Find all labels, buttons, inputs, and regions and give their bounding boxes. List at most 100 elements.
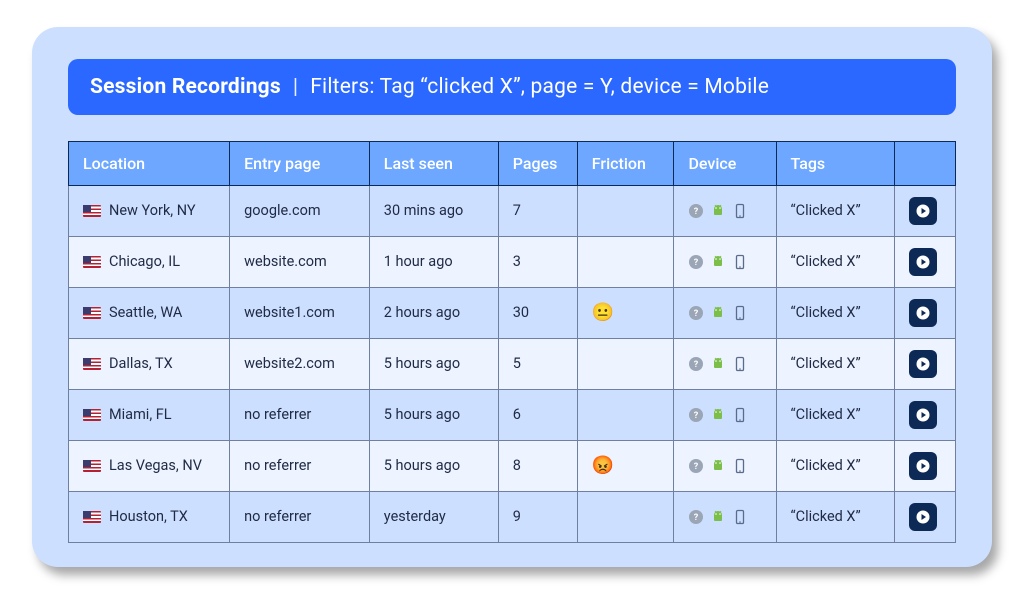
header-filters: Filters: Tag “clicked X”, page = Y, devi… <box>310 75 769 99</box>
cell-friction <box>577 338 674 389</box>
cell-entry-page: google.com <box>230 185 370 236</box>
cell-last-seen: 2 hours ago <box>369 287 498 338</box>
col-header-last-seen[interactable]: Last seen <box>369 141 498 185</box>
cell-location: Seattle, WA <box>69 287 230 338</box>
session-panel: Session Recordings | Filters: Tag “click… <box>32 27 992 567</box>
svg-text:?: ? <box>694 258 699 268</box>
cell-entry-page: website1.com <box>230 287 370 338</box>
play-button[interactable] <box>909 248 937 276</box>
cell-last-seen: yesterday <box>369 491 498 542</box>
cell-last-seen: 5 hours ago <box>369 440 498 491</box>
us-flag-icon <box>83 307 101 319</box>
cell-pages: 3 <box>498 236 577 287</box>
col-header-pages[interactable]: Pages <box>498 141 577 185</box>
table-header-row: Location Entry page Last seen Pages Fric… <box>69 141 956 185</box>
svg-text:?: ? <box>694 513 699 523</box>
cell-device: ? <box>674 389 776 440</box>
play-button[interactable] <box>909 350 937 378</box>
cell-tags: “Clicked X” <box>776 287 894 338</box>
question-icon: ? <box>688 305 704 321</box>
android-icon <box>710 203 726 219</box>
android-icon <box>710 254 726 270</box>
cell-last-seen: 30 mins ago <box>369 185 498 236</box>
play-button[interactable] <box>909 503 937 531</box>
table-row[interactable]: Las Vegas, NV no referrer 5 hours ago 8 … <box>69 440 956 491</box>
cell-entry-page: no referrer <box>230 440 370 491</box>
cell-last-seen: 1 hour ago <box>369 236 498 287</box>
cell-tags: “Clicked X” <box>776 491 894 542</box>
cell-location: Las Vegas, NV <box>69 440 230 491</box>
question-icon: ? <box>688 254 704 270</box>
cell-device: ? <box>674 236 776 287</box>
phone-icon <box>732 509 748 525</box>
table-row[interactable]: Dallas, TX website2.com 5 hours ago 5 ? … <box>69 338 956 389</box>
cell-friction <box>577 236 674 287</box>
phone-icon <box>732 458 748 474</box>
cell-entry-page: website.com <box>230 236 370 287</box>
location-text: Dallas, TX <box>109 355 173 372</box>
android-icon <box>710 509 726 525</box>
question-icon: ? <box>688 458 704 474</box>
cell-location: Chicago, IL <box>69 236 230 287</box>
location-text: Las Vegas, NV <box>109 457 202 474</box>
table-row[interactable]: New York, NY google.com 30 mins ago 7 ? … <box>69 185 956 236</box>
col-header-entry-page[interactable]: Entry page <box>230 141 370 185</box>
col-header-location[interactable]: Location <box>69 141 230 185</box>
cell-tags: “Clicked X” <box>776 185 894 236</box>
play-button[interactable] <box>909 197 937 225</box>
question-icon: ? <box>688 407 704 423</box>
phone-icon <box>732 203 748 219</box>
header-separator: | <box>293 75 298 99</box>
col-header-device[interactable]: Device <box>674 141 776 185</box>
cell-friction: 😐 <box>577 287 674 338</box>
header-bar: Session Recordings | Filters: Tag “click… <box>68 59 956 115</box>
cell-friction: 😡 <box>577 440 674 491</box>
friction-emoji-icon: 😐 <box>592 302 614 323</box>
cell-tags: “Clicked X” <box>776 236 894 287</box>
table-row[interactable]: Chicago, IL website.com 1 hour ago 3 ? “… <box>69 236 956 287</box>
cell-last-seen: 5 hours ago <box>369 338 498 389</box>
cell-play <box>894 440 955 491</box>
location-text: Miami, FL <box>109 406 172 423</box>
cell-friction <box>577 491 674 542</box>
svg-text:?: ? <box>694 411 699 421</box>
phone-icon <box>732 356 748 372</box>
cell-device: ? <box>674 185 776 236</box>
col-header-play <box>894 141 955 185</box>
cell-device: ? <box>674 440 776 491</box>
cell-entry-page: website2.com <box>230 338 370 389</box>
android-icon <box>710 407 726 423</box>
question-icon: ? <box>688 203 704 219</box>
cell-friction <box>577 185 674 236</box>
phone-icon <box>732 254 748 270</box>
col-header-friction[interactable]: Friction <box>577 141 674 185</box>
table-row[interactable]: Miami, FL no referrer 5 hours ago 6 ? “C… <box>69 389 956 440</box>
cell-pages: 7 <box>498 185 577 236</box>
play-button[interactable] <box>909 452 937 480</box>
cell-location: Houston, TX <box>69 491 230 542</box>
us-flag-icon <box>83 358 101 370</box>
cell-play <box>894 491 955 542</box>
cell-entry-page: no referrer <box>230 389 370 440</box>
table-row[interactable]: Seattle, WA website1.com 2 hours ago 30 … <box>69 287 956 338</box>
play-button[interactable] <box>909 401 937 429</box>
cell-device: ? <box>674 287 776 338</box>
svg-text:?: ? <box>694 462 699 472</box>
android-icon <box>710 305 726 321</box>
header-title: Session Recordings <box>90 75 281 99</box>
cell-pages: 8 <box>498 440 577 491</box>
cell-pages: 6 <box>498 389 577 440</box>
us-flag-icon <box>83 460 101 472</box>
cell-tags: “Clicked X” <box>776 338 894 389</box>
phone-icon <box>732 305 748 321</box>
svg-text:?: ? <box>694 207 699 217</box>
play-button[interactable] <box>909 299 937 327</box>
android-icon <box>710 458 726 474</box>
col-header-tags[interactable]: Tags <box>776 141 894 185</box>
question-icon: ? <box>688 356 704 372</box>
cell-play <box>894 338 955 389</box>
cell-last-seen: 5 hours ago <box>369 389 498 440</box>
location-text: New York, NY <box>109 202 196 219</box>
table-row[interactable]: Houston, TX no referrer yesterday 9 ? “C… <box>69 491 956 542</box>
cell-location: Miami, FL <box>69 389 230 440</box>
